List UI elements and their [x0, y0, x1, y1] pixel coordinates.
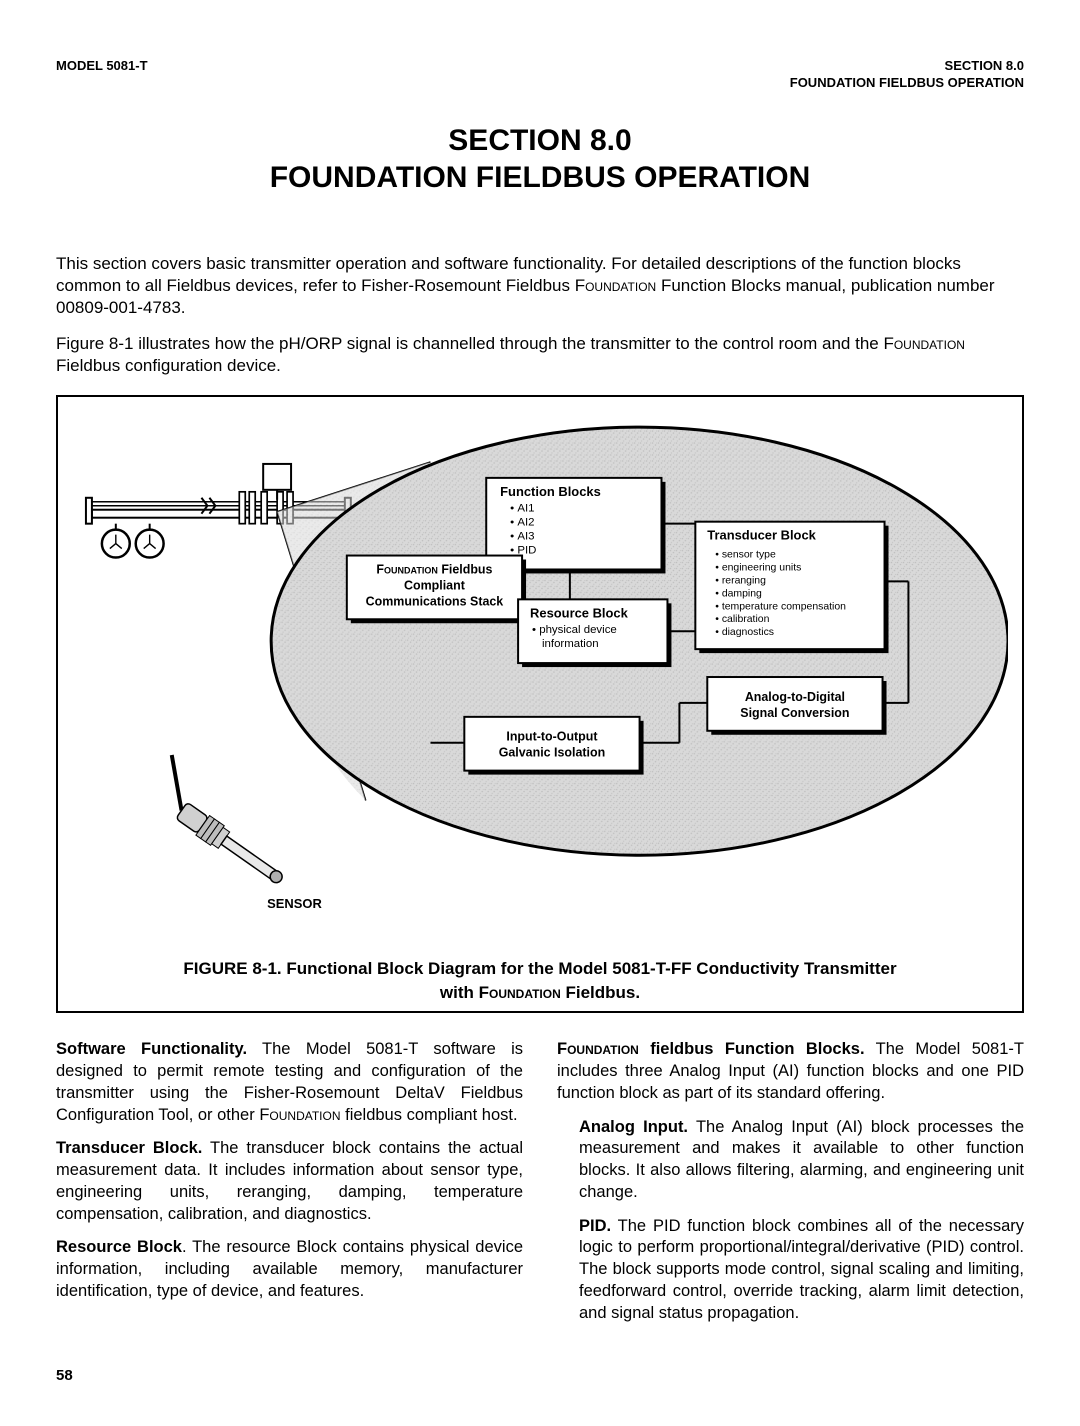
page-number: 58 [56, 1366, 1024, 1386]
left-p1: Software Functionality. The Model 5081-T… [56, 1039, 523, 1126]
page-title: SECTION 8.0 FOUNDATION FIELDBUS OPERATIO… [56, 122, 1024, 197]
column-right: Foundation fieldbus Function Blocks. The… [557, 1039, 1024, 1336]
right-p1-head: fieldbus Function Blocks. [639, 1040, 865, 1058]
intro-block: This section covers basic transmitter op… [56, 253, 1024, 377]
caption-scap: Foundation [479, 983, 561, 1002]
figure-8-1: Function Blocks • AI1 • AI2 • AI3 • PID … [56, 395, 1024, 1013]
sensor-probe-icon [142, 755, 304, 890]
adc-l2: Signal Conversion [740, 706, 849, 720]
trans-i6: • diagnostics [715, 627, 774, 638]
right-p1: Foundation fieldbus Function Blocks. The… [557, 1039, 1024, 1104]
isolation-box: Input-to-Output Galvanic Isolation [464, 717, 643, 775]
left-p1-head: Software Functionality. [56, 1040, 247, 1058]
sensor-label: SENSOR [267, 896, 322, 911]
resource-block-box: Resource Block • physical device informa… [518, 600, 671, 668]
left-p1b: fieldbus compliant host. [341, 1106, 518, 1124]
right-p3-head: PID. [579, 1217, 611, 1235]
header-left: MODEL 5081-T [56, 58, 148, 92]
trans-i2: • reranging [715, 576, 766, 587]
comm-l2: Compliant [404, 579, 465, 593]
left-p2: Transducer Block. The transducer block c… [56, 1138, 523, 1225]
left-p3-head: Resource Block [56, 1238, 182, 1256]
right-p2-head: Analog Input. [579, 1118, 688, 1136]
left-p2-head: Transducer Block. [56, 1139, 202, 1157]
intro-p1-scap: Foundation [575, 276, 657, 295]
title-line2: FOUNDATION FIELDBUS OPERATION [56, 159, 1024, 197]
resource-i: • physical device [532, 624, 617, 636]
comm-l1: Foundation Fieldbus [376, 563, 492, 577]
caption-c: Fieldbus. [561, 983, 640, 1002]
trans-i5: • calibration [715, 615, 769, 626]
comm-l3: Communications Stack [366, 595, 504, 609]
adc-l1: Analog-to-Digital [745, 690, 845, 704]
title-line1: SECTION 8.0 [56, 122, 1024, 160]
transducer-block-box: Transducer Block • sensor type • enginee… [695, 522, 888, 653]
func-title: Function Blocks [500, 484, 601, 499]
intro-p2a: Figure 8-1 illustrates how the pH/ORP si… [56, 334, 883, 353]
resource-title: Resource Block [530, 606, 629, 621]
figure-svg: Function Blocks • AI1 • AI2 • AI3 • PID … [72, 411, 1008, 951]
trans-i0: • sensor type [715, 550, 776, 561]
intro-p2b: Fieldbus configuration device. [56, 356, 281, 375]
trans-i1: • engineering units [715, 563, 801, 574]
transducer-title: Transducer Block [707, 528, 816, 543]
caption-b: with [440, 983, 479, 1002]
trans-i3: • damping [715, 589, 762, 600]
adc-box: Analog-to-Digital Signal Conversion [707, 677, 886, 735]
right-p2: Analog Input. The Analog Input (AI) bloc… [579, 1117, 1024, 1204]
func-i0: • AI1 [510, 503, 534, 515]
intro-p2: Figure 8-1 illustrates how the pH/ORP si… [56, 333, 1024, 377]
header-right-line2: FOUNDATION FIELDBUS OPERATION [790, 75, 1024, 92]
right-p3: PID. The PID function block combines all… [579, 1216, 1024, 1325]
left-p3: Resource Block. The resource Block conta… [56, 1237, 523, 1302]
header-right-line1: SECTION 8.0 [790, 58, 1024, 75]
func-i1: • AI2 [510, 517, 534, 529]
left-p1-scap: Foundation [259, 1106, 340, 1124]
running-header: MODEL 5081-T SECTION 8.0 FOUNDATION FIEL… [56, 58, 1024, 92]
caption-a: FIGURE 8-1. Functional Block Diagram for… [183, 959, 896, 978]
header-right: SECTION 8.0 FOUNDATION FIELDBUS OPERATIO… [790, 58, 1024, 92]
func-i2: • AI3 [510, 531, 534, 543]
right-p1-scap: Foundation [557, 1040, 639, 1058]
intro-p2-scap: Foundation [883, 334, 965, 353]
iso-l2: Galvanic Isolation [499, 746, 605, 760]
resource-i2: information [542, 638, 599, 650]
trans-i4: • temperature compensation [715, 602, 846, 613]
figure-caption: FIGURE 8-1. Functional Block Diagram for… [72, 957, 1008, 1005]
intro-p1: This section covers basic transmitter op… [56, 253, 1024, 319]
right-p3-body: The PID function block combines all of t… [579, 1217, 1024, 1322]
body-columns: Software Functionality. The Model 5081-T… [56, 1039, 1024, 1336]
iso-l1: Input-to-Output [506, 730, 597, 744]
column-left: Software Functionality. The Model 5081-T… [56, 1039, 523, 1336]
comm-stack-box: Foundation Fieldbus Compliant Communicat… [347, 556, 526, 624]
